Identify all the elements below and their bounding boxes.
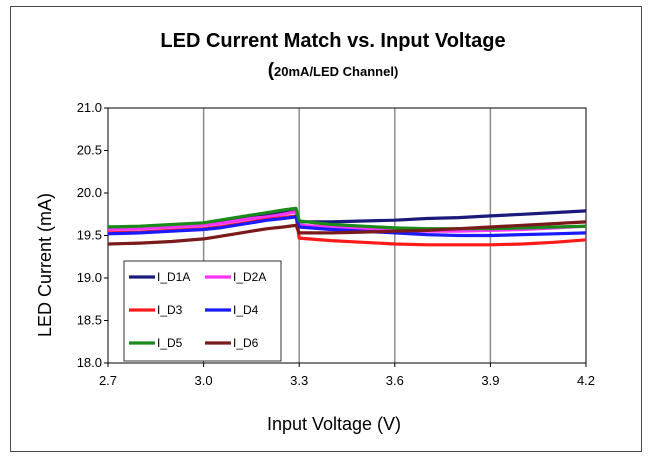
y-tick-label: 18.5	[77, 313, 102, 328]
x-tick-label: 3.9	[481, 373, 499, 388]
x-axis-label: Input Voltage (V)	[267, 414, 401, 434]
x-axis-ticks: 2.7 3.0 3.3 3.6 3.9 4.2	[99, 363, 595, 388]
chart-subtitle-paren: (	[268, 60, 275, 81]
series-line-i-d4	[107, 215, 587, 238]
chart-subtitle: (20mA/LED Channel)	[268, 60, 399, 81]
chart-frame: LED Current Match vs. Input Voltage (20m…	[10, 6, 642, 452]
chart-subtitle-text: 20mA/LED Channel)	[274, 64, 398, 79]
y-tick-label: 20.0	[77, 185, 102, 200]
legend-label: I_D3	[157, 303, 183, 317]
x-tick-label: 3.3	[290, 373, 308, 388]
y-tick-label: 20.5	[77, 143, 102, 158]
legend-label: I_D6	[233, 336, 259, 350]
y-axis-ticks: 18.0 18.5 19.0 19.5 20.0 20.5 21.0	[77, 100, 108, 370]
y-tick-label: 21.0	[77, 100, 102, 115]
line-chart: LED Current Match vs. Input Voltage (20m…	[35, 30, 595, 434]
legend-label: I_D2A	[233, 270, 266, 284]
legend-label: I_D5	[157, 336, 183, 350]
chart-title: LED Current Match vs. Input Voltage	[160, 30, 505, 52]
x-tick-label: 4.2	[577, 373, 595, 388]
series-lines	[107, 206, 587, 247]
y-axis-label: LED Current (mA)	[35, 193, 55, 337]
legend-label: I_D1A	[157, 270, 190, 284]
x-tick-label: 3.0	[195, 373, 213, 388]
y-tick-label: 19.5	[77, 228, 102, 243]
x-tick-label: 3.6	[386, 373, 404, 388]
legend-label: I_D4	[233, 303, 259, 317]
legend: I_D1A I_D2A I_D3 I_D4 I_D5 I_D6	[123, 260, 282, 362]
series-line-i-d6	[107, 220, 587, 246]
x-tick-label: 2.7	[99, 373, 117, 388]
y-tick-label: 19.0	[77, 270, 102, 285]
y-tick-label: 18.0	[77, 355, 102, 370]
